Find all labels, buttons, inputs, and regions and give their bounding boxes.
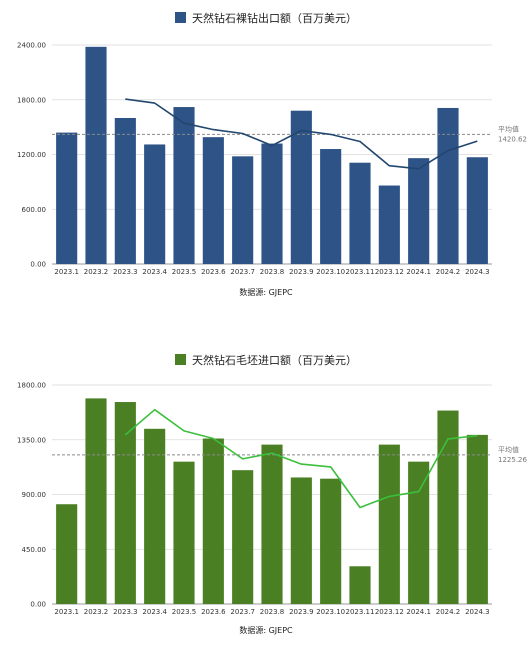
x-tick-label: 2023.8 bbox=[260, 608, 285, 616]
source-note: 数据源: GJEPC bbox=[239, 288, 293, 297]
x-tick-label: 2023.7 bbox=[230, 608, 255, 616]
trend-line bbox=[124, 408, 478, 509]
x-tick-label: 2023.5 bbox=[172, 268, 197, 276]
legend-label: 天然钻石裸钻出口额（百万美元） bbox=[192, 12, 357, 25]
x-tick-label: 2024.3 bbox=[465, 268, 490, 276]
bar bbox=[437, 410, 459, 604]
trend-line bbox=[125, 98, 478, 170]
export-chart: 天然钻石裸钻出口额（百万美元） 0.00 600.00 1200.00 1800.00… bbox=[0, 0, 532, 322]
chart-plot: 0.00 600.00 1200.00 1800.00 2400.00 2023.1 202… bbox=[17, 42, 527, 277]
y-tick-label: 2400.00 bbox=[17, 42, 46, 50]
bar bbox=[56, 132, 78, 264]
legend-label: 天然钻石毛坯进口额（百万美元） bbox=[192, 354, 357, 367]
x-tick-label: 2023.2 bbox=[84, 608, 109, 616]
legend-swatch bbox=[175, 12, 186, 23]
bar bbox=[466, 434, 488, 604]
x-tick-label: 2023.4 bbox=[142, 268, 167, 276]
bar bbox=[320, 149, 342, 264]
legend-swatch bbox=[175, 354, 186, 365]
bar bbox=[173, 461, 195, 604]
bar bbox=[290, 110, 312, 264]
bar bbox=[261, 143, 283, 264]
x-tick-label: 2024.1 bbox=[406, 268, 431, 276]
x-tick-label: 2023.3 bbox=[113, 268, 138, 276]
bar bbox=[202, 137, 224, 264]
bar bbox=[114, 402, 136, 604]
average-value: 1420.62 bbox=[498, 135, 527, 143]
x-tick-label: 2023.4 bbox=[142, 608, 167, 616]
y-tick-label: 900.00 bbox=[22, 491, 47, 499]
bar bbox=[202, 438, 224, 604]
bar bbox=[261, 444, 283, 604]
x-tick-label: 2023.10 bbox=[316, 608, 345, 616]
x-tick-label: 2023.3 bbox=[113, 608, 138, 616]
y-tick-label: 1800.00 bbox=[17, 382, 46, 390]
x-tick-label: 2023.6 bbox=[201, 268, 226, 276]
x-tick-label: 2023.9 bbox=[289, 268, 314, 276]
bar bbox=[56, 504, 78, 604]
x-tick-label: 2024.2 bbox=[436, 608, 461, 616]
y-tick-label: 1800.00 bbox=[17, 96, 46, 104]
x-tick-label: 2023.11 bbox=[346, 268, 375, 276]
x-tick-label: 2023.5 bbox=[172, 608, 197, 616]
bar bbox=[349, 566, 371, 604]
bar bbox=[144, 144, 166, 264]
bar bbox=[408, 158, 430, 264]
legend: 天然钻石毛坯进口额（百万美元） bbox=[0, 352, 532, 368]
bar bbox=[378, 185, 400, 264]
bar bbox=[144, 428, 166, 604]
x-tick-label: 2023.8 bbox=[260, 268, 285, 276]
bar bbox=[232, 156, 254, 264]
bar bbox=[378, 444, 400, 604]
bar bbox=[320, 478, 342, 604]
x-tick-label: 2023.12 bbox=[375, 268, 404, 276]
legend: 天然钻石裸钻出口额（百万美元） bbox=[0, 10, 532, 26]
bar bbox=[466, 157, 488, 264]
y-tick-label: 450.00 bbox=[22, 546, 47, 554]
x-tick-label: 2023.9 bbox=[289, 608, 314, 616]
import-chart: 天然钻石毛坯进口额（百万美元） 0.00 450.00 900.00 1350.00 1… bbox=[0, 322, 532, 644]
y-tick-label: 600.00 bbox=[22, 206, 47, 214]
bar bbox=[114, 118, 136, 264]
y-tick-label: 1350.00 bbox=[17, 436, 46, 444]
bar bbox=[85, 398, 107, 604]
source-note: 数据源: GJEPC bbox=[239, 626, 293, 635]
x-tick-label: 2023.11 bbox=[346, 608, 375, 616]
chart-plot: 0.00 450.00 900.00 1350.00 1800.00 2023.1 2023… bbox=[17, 382, 527, 617]
y-tick-label: 1200.00 bbox=[17, 151, 46, 159]
x-tick-label: 2024.3 bbox=[465, 608, 490, 616]
bar bbox=[232, 470, 254, 604]
x-tick-label: 2023.12 bbox=[375, 608, 404, 616]
x-tick-label: 2023.1 bbox=[54, 268, 79, 276]
x-tick-label: 2023.6 bbox=[201, 608, 226, 616]
x-tick-label: 2023.7 bbox=[230, 268, 255, 276]
bar bbox=[85, 46, 107, 265]
x-tick-label: 2024.2 bbox=[436, 268, 461, 276]
bar bbox=[173, 107, 195, 264]
y-tick-label: 0.00 bbox=[30, 261, 46, 269]
bar bbox=[437, 107, 459, 265]
x-tick-label: 2023.1 bbox=[54, 608, 79, 616]
y-tick-label: 0.00 bbox=[30, 601, 46, 609]
x-tick-label: 2023.10 bbox=[316, 268, 345, 276]
bar bbox=[408, 461, 430, 604]
x-tick-label: 2023.2 bbox=[84, 268, 109, 276]
bar bbox=[290, 477, 312, 604]
x-tick-label: 2024.1 bbox=[406, 608, 431, 616]
average-label: 平均值 bbox=[498, 124, 519, 133]
bar bbox=[349, 162, 371, 264]
average-label: 平均值 bbox=[498, 445, 519, 454]
average-value: 1225.26 bbox=[498, 456, 527, 464]
